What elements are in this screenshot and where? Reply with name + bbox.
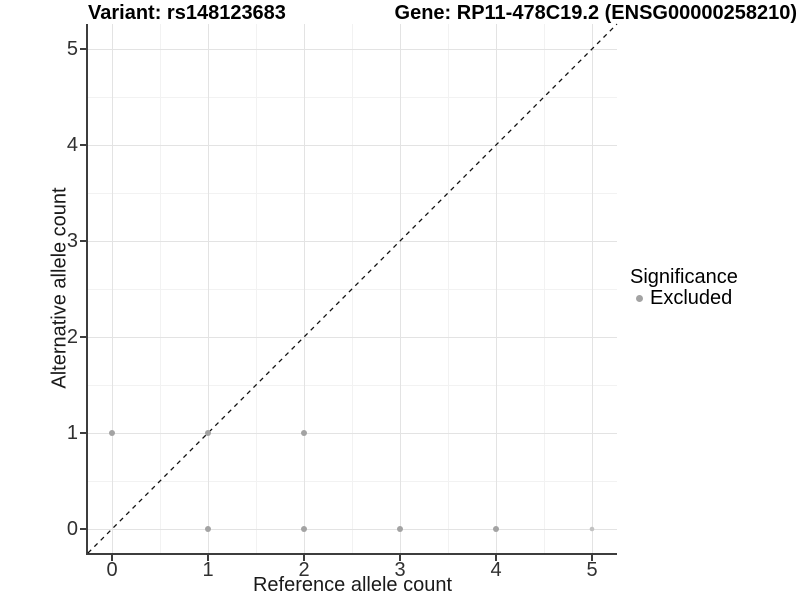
x-tick-label: 2 [298, 559, 310, 581]
gridline-minor-horizontal [88, 384, 617, 386]
y-tick-mark [80, 240, 86, 242]
data-point [205, 526, 211, 532]
legend-title: Significance [630, 266, 738, 288]
y-tick-mark [80, 528, 86, 530]
data-point [493, 526, 499, 532]
legend-point-icon [635, 295, 643, 302]
y-tick-label: 2 [66, 326, 78, 348]
gridline-minor-vertical [447, 24, 449, 553]
y-tick-label: 5 [66, 38, 78, 60]
x-tick-mark [303, 555, 305, 561]
x-tick-mark [111, 555, 113, 561]
x-tick-label: 0 [106, 559, 118, 581]
data-point [589, 526, 595, 532]
gridline-minor-horizontal [88, 192, 617, 194]
plot-title-gene: Gene: RP11-478C19.2 (ENSG00000258210) [394, 2, 797, 24]
y-tick-mark [80, 48, 86, 50]
data-point [109, 430, 115, 436]
x-tick-mark [207, 555, 209, 561]
x-tick-label: 4 [490, 559, 502, 581]
gridline-major-vertical [591, 24, 593, 553]
x-axis-line [86, 553, 617, 555]
legend-item-excluded: Excluded [630, 287, 738, 309]
x-tick-mark [495, 555, 497, 561]
x-tick-mark [399, 555, 401, 561]
data-point [397, 526, 403, 532]
y-axis-line [86, 24, 88, 555]
gridline-major-horizontal [88, 144, 617, 146]
gridline-minor-vertical [543, 24, 545, 553]
y-tick-label: 3 [66, 230, 78, 252]
gridline-major-vertical [399, 24, 401, 553]
data-point [301, 526, 307, 532]
gridline-major-vertical [303, 24, 305, 553]
plot-title-variant: Variant: rs148123683 [88, 2, 286, 24]
x-tick-label: 3 [394, 559, 406, 581]
y-axis-title: Alternative allele count [48, 187, 71, 389]
data-point [301, 430, 307, 436]
data-point [205, 430, 211, 436]
gridline-major-horizontal [88, 48, 617, 50]
y-tick-label: 0 [66, 518, 78, 540]
gridline-major-horizontal [88, 336, 617, 338]
x-tick-label: 1 [202, 559, 214, 581]
identity-dashed-line [87, 23, 618, 554]
y-tick-label: 1 [66, 422, 78, 444]
y-tick-mark [80, 144, 86, 146]
gridline-major-horizontal [88, 432, 617, 434]
gridline-minor-horizontal [88, 288, 617, 290]
legend-item-label: Excluded [650, 287, 733, 309]
plot-layer [87, 23, 618, 554]
gridline-major-vertical [207, 24, 209, 553]
gridline-major-horizontal [88, 240, 617, 242]
x-tick-label: 5 [586, 559, 598, 581]
gridline-major-horizontal [88, 528, 617, 530]
legend: Significance Excluded [630, 266, 738, 309]
plot-panel: 0 0 1 1 2 2 3 3 4 4 5 5 [67, 23, 618, 581]
gridline-minor-horizontal [88, 480, 617, 482]
gridline-major-vertical [495, 24, 497, 553]
x-tick-mark [591, 555, 593, 561]
gridline-major-vertical [111, 24, 113, 553]
y-tick-mark [80, 432, 86, 434]
y-tick-mark [80, 336, 86, 338]
x-axis-title: Reference allele count [252, 574, 452, 596]
y-tick-label: 4 [66, 134, 78, 156]
legend-key [630, 295, 648, 302]
gridline-minor-horizontal [88, 96, 617, 98]
